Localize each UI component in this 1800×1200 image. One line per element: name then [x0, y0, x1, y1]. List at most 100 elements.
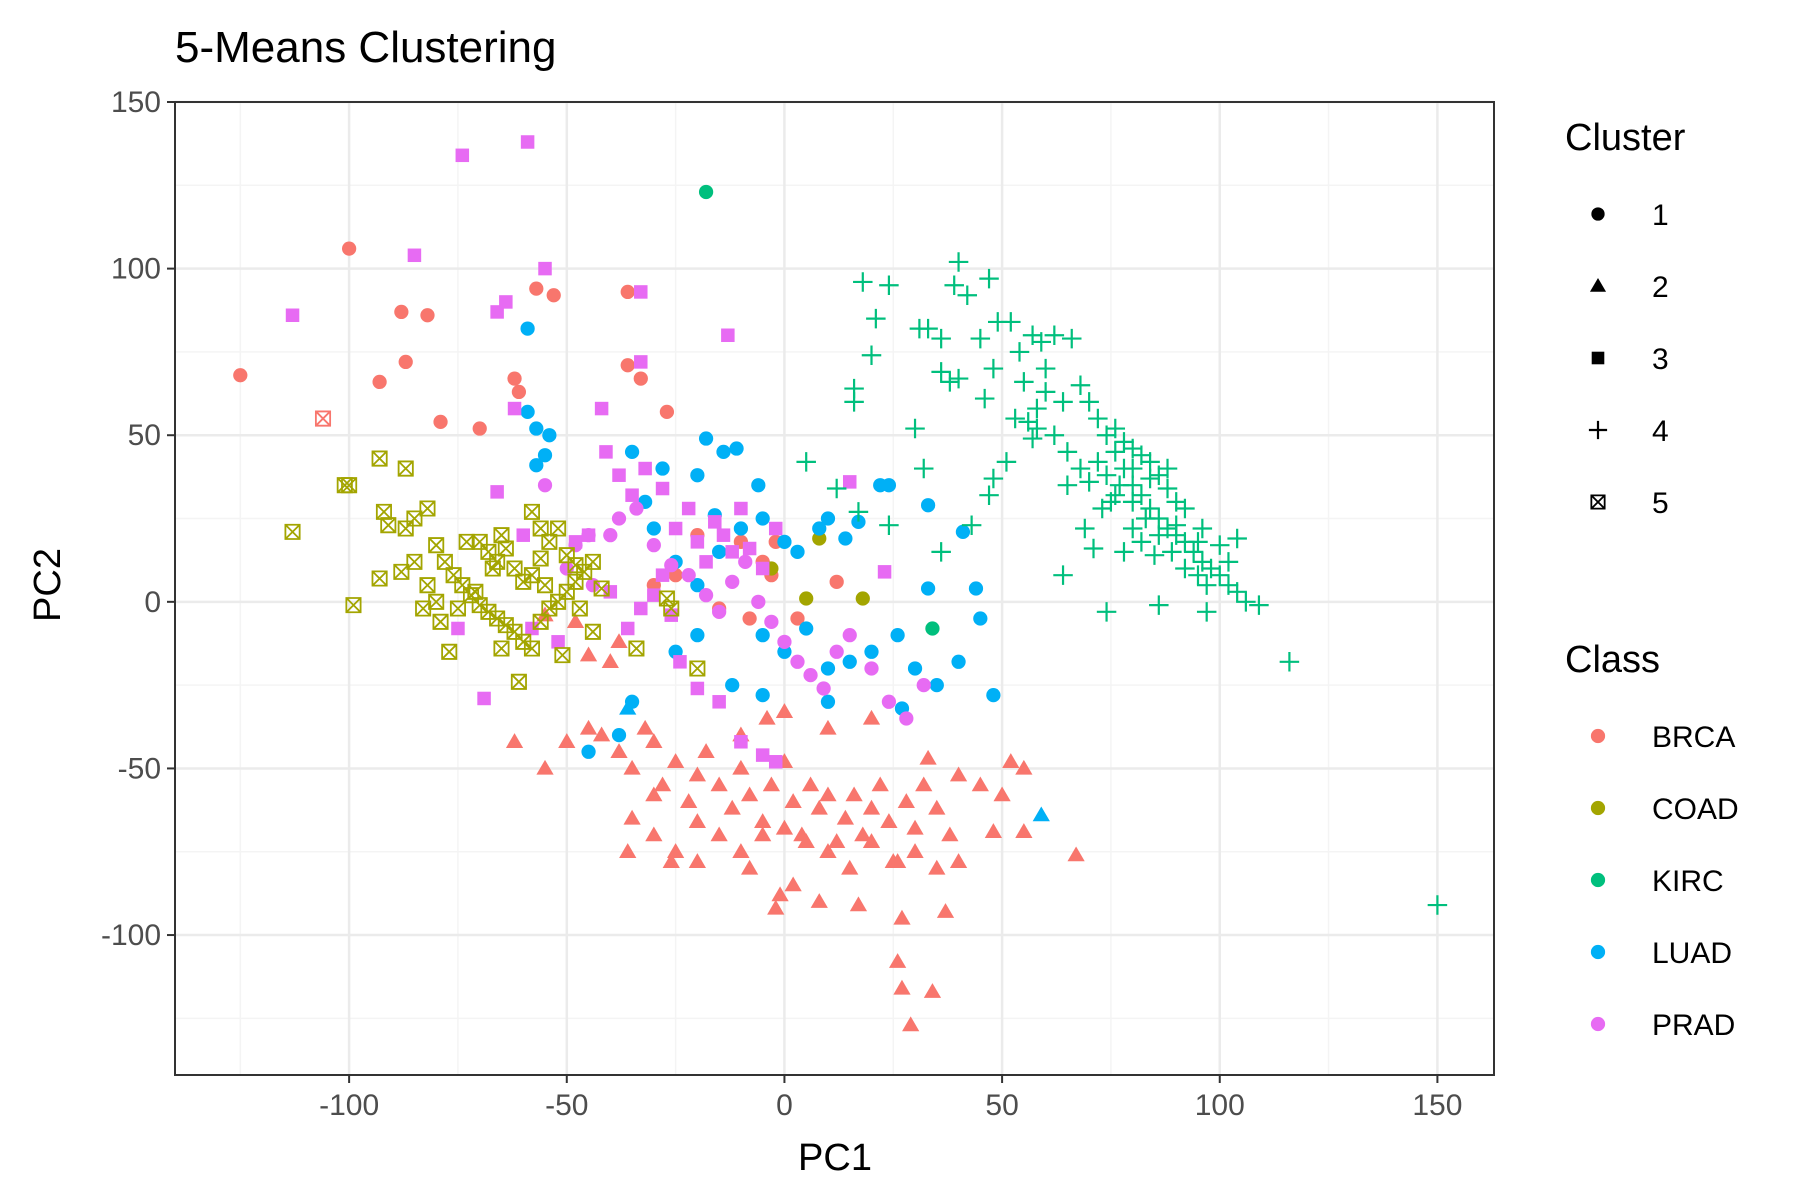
data-point	[493, 640, 510, 657]
data-point	[755, 688, 770, 703]
data-point	[477, 691, 491, 706]
data-point	[710, 826, 728, 842]
data-point	[968, 581, 984, 596]
data-point	[1032, 806, 1050, 822]
data-point	[712, 544, 727, 559]
data-point	[538, 261, 552, 276]
data-point	[716, 528, 731, 542]
data-point	[928, 799, 946, 815]
data-point	[567, 573, 584, 590]
data-point	[689, 660, 706, 677]
data-point	[1227, 582, 1247, 602]
data-point	[725, 678, 740, 693]
data-point	[906, 843, 924, 858]
data-point	[902, 1016, 920, 1032]
data-point	[1015, 759, 1033, 775]
data-point	[712, 604, 727, 619]
data-point	[1057, 475, 1078, 495]
data-point	[762, 776, 781, 792]
data-point	[428, 537, 445, 554]
data-point	[836, 809, 855, 825]
data-point	[480, 543, 497, 560]
data-point	[734, 501, 748, 516]
data-point	[525, 621, 539, 636]
data-point	[619, 699, 637, 715]
data-point	[688, 853, 707, 868]
data-point	[913, 458, 934, 479]
data-point	[341, 477, 358, 494]
data-point	[620, 621, 635, 636]
data-point	[974, 388, 995, 409]
data-point	[925, 621, 940, 636]
data-point	[931, 362, 951, 382]
data-point	[612, 468, 626, 482]
legend-cluster-title: Cluster	[1565, 117, 1686, 159]
data-point	[1053, 565, 1073, 585]
data-point	[542, 428, 557, 443]
data-point	[888, 953, 907, 968]
data-point	[415, 600, 432, 617]
data-point	[940, 372, 960, 392]
data-point	[1196, 602, 1217, 622]
data-point	[1067, 846, 1085, 862]
x-tick-label: 150	[1412, 1089, 1462, 1122]
data-point	[754, 826, 772, 842]
legend-class-key	[1590, 872, 1606, 888]
data-point	[594, 401, 609, 416]
y-tick-label: 150	[111, 86, 161, 119]
data-point	[881, 694, 897, 709]
data-point	[584, 623, 601, 640]
data-point	[799, 621, 814, 636]
data-point	[611, 511, 627, 526]
data-point	[593, 580, 610, 597]
data-point	[314, 410, 332, 427]
data-point	[529, 421, 544, 436]
data-point	[884, 853, 902, 868]
data-point	[1210, 535, 1230, 555]
data-point	[712, 695, 726, 709]
grid	[175, 100, 1494, 1075]
data-point	[537, 448, 553, 463]
legend-cluster-key	[1591, 351, 1605, 365]
data-point	[690, 681, 705, 696]
data-point	[688, 766, 707, 782]
y-tick-label: 50	[128, 419, 161, 452]
data-point	[662, 853, 680, 868]
data-point	[755, 628, 770, 643]
data-point	[733, 521, 749, 536]
data-point	[659, 404, 675, 420]
data-point	[371, 570, 388, 587]
data-point	[397, 520, 414, 537]
data-point	[897, 793, 915, 808]
data-point	[636, 719, 654, 735]
x-tick-label: -100	[319, 1089, 379, 1122]
data-point	[951, 654, 966, 669]
data-point	[986, 688, 1001, 703]
data-point	[551, 635, 565, 649]
data-point	[541, 533, 558, 550]
data-point	[690, 535, 705, 549]
data-point	[944, 275, 964, 296]
data-point	[861, 345, 882, 365]
data-point	[432, 613, 449, 630]
legend-cluster: Cluster 1 2 3 4 5	[1565, 117, 1686, 520]
data-point	[371, 450, 388, 467]
data-point	[342, 241, 357, 256]
data-point	[1227, 528, 1247, 549]
data-point	[1427, 895, 1448, 915]
data-point	[611, 727, 627, 743]
data-point	[610, 743, 628, 758]
data-point	[406, 510, 423, 527]
data-point	[628, 640, 645, 657]
data-point	[1114, 542, 1134, 562]
data-point	[1218, 552, 1239, 572]
data-point	[567, 557, 584, 574]
data-point	[610, 633, 628, 649]
data-point	[764, 614, 779, 629]
data-point	[919, 749, 937, 765]
data-point	[634, 285, 648, 299]
data-point	[775, 703, 794, 719]
legend-cluster-label: 1	[1652, 199, 1669, 232]
data-point	[1188, 565, 1208, 585]
data-point	[915, 776, 933, 792]
